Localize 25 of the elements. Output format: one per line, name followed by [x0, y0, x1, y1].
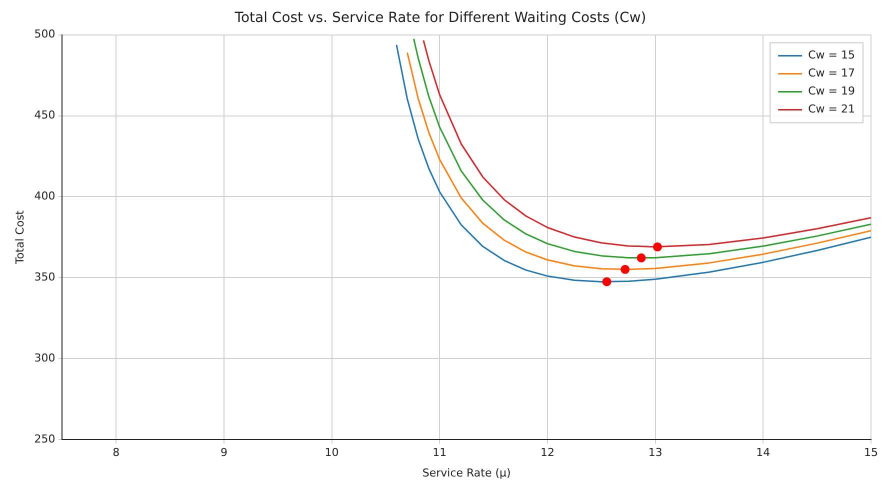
y-tick-label: 500: [34, 28, 56, 41]
x-tick-label: 9: [220, 446, 228, 460]
x-tick-label: 13: [648, 446, 662, 460]
y-tick-label: 350: [34, 270, 56, 284]
y-tick-label: 250: [34, 432, 56, 446]
y-tick-label: 300: [34, 352, 56, 364]
x-tick-label: 11: [432, 446, 447, 460]
x-tick-label: 10: [324, 446, 339, 460]
point: [620, 264, 630, 274]
legend-label: Cw = 15: [808, 48, 856, 62]
point: [636, 253, 646, 262]
x-axis-title: Service Rate (μ): [422, 466, 511, 480]
y-tick-label: 400: [34, 190, 56, 203]
legend-label: Cw = 19: [808, 84, 856, 98]
chart-title: Total Cost vs. Service Rate for Different Waiting Costs (Cw): [234, 10, 646, 26]
x-tick-label: 15: [864, 446, 878, 460]
y-tick-label: 450: [34, 108, 56, 122]
legend-label: Cw = 17: [808, 66, 856, 80]
point: [652, 242, 662, 252]
legend-label: Cw = 21: [808, 102, 856, 116]
point: [602, 277, 612, 286]
x-tick-label: 14: [756, 446, 770, 460]
y-axis-title: Total Cost: [13, 210, 26, 266]
x-tick-label: 8: [112, 446, 120, 460]
x-tick-label: 12: [540, 446, 554, 460]
